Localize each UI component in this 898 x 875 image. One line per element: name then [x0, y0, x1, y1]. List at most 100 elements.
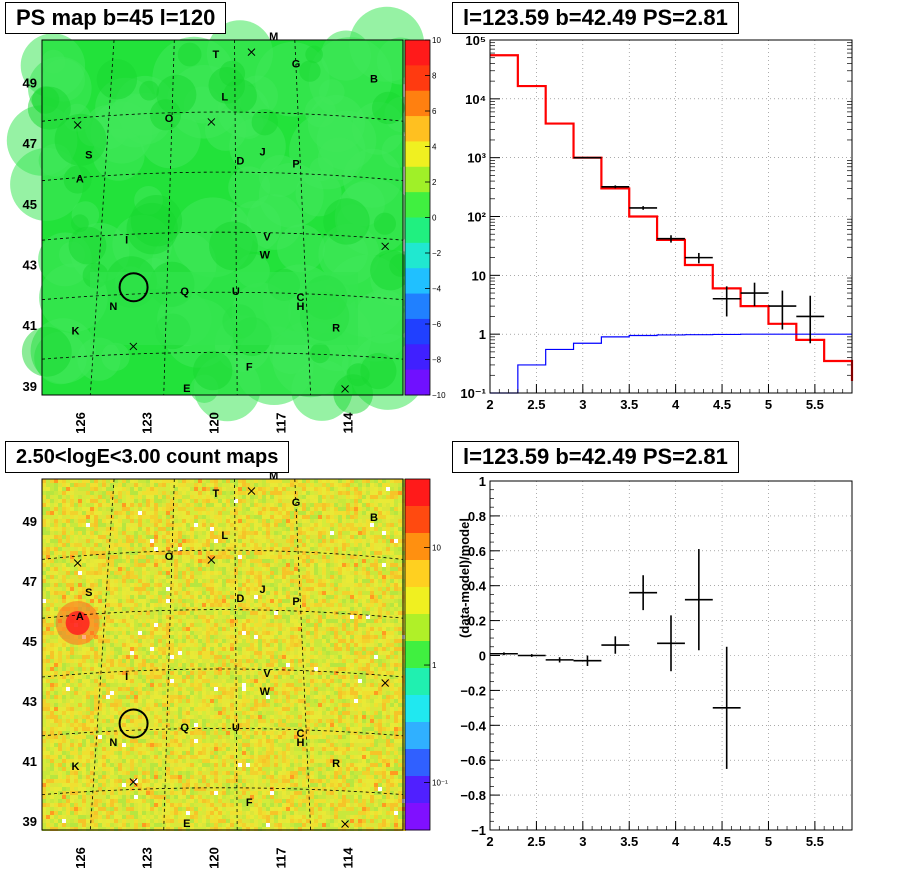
map-pixel — [154, 479, 158, 483]
map-pixel — [234, 547, 238, 551]
map-pixel — [46, 539, 50, 543]
map-pixel — [306, 671, 310, 675]
map-pixel — [142, 623, 146, 627]
map-pixel — [310, 651, 314, 655]
map-pixel — [242, 683, 246, 687]
map-pixel — [366, 495, 370, 499]
map-pixel — [390, 559, 394, 563]
map-pixel — [210, 579, 214, 583]
map-pixel — [46, 643, 50, 647]
map-pixel — [310, 591, 314, 595]
map-pixel — [94, 651, 98, 655]
map-pixel — [190, 627, 194, 631]
map-pixel — [286, 499, 290, 503]
map-pixel — [314, 627, 318, 631]
map-pixel — [358, 659, 362, 663]
map-pixel — [306, 655, 310, 659]
map-pixel — [194, 547, 198, 551]
map-pixel — [198, 611, 202, 615]
map-pixel — [70, 555, 74, 559]
map-pixel — [210, 643, 214, 647]
map-pixel — [110, 535, 114, 539]
map-pixel — [278, 607, 282, 611]
map-pixel — [170, 603, 174, 607]
map-pixel — [302, 635, 306, 639]
map-pixel — [350, 591, 354, 595]
map-pixel — [50, 519, 54, 523]
map-pixel — [102, 595, 106, 599]
map-pixel — [226, 587, 230, 591]
map-pixel — [294, 487, 298, 491]
map-pixel — [374, 483, 378, 487]
map-pixel — [206, 655, 210, 659]
map-pixel — [322, 599, 326, 603]
map-pixel — [90, 655, 94, 659]
map-pixel — [294, 519, 298, 523]
map-pixel — [378, 611, 382, 615]
map-pixel — [138, 639, 142, 643]
map-pixel — [342, 551, 346, 555]
map-pixel — [262, 607, 266, 611]
map-pixel — [142, 659, 146, 663]
map-pixel — [322, 615, 326, 619]
map-pixel — [142, 487, 146, 491]
map-pixel — [46, 687, 50, 691]
map-pixel — [214, 663, 218, 667]
map-pixel — [310, 511, 314, 515]
map-pixel — [82, 663, 86, 667]
map-pixel — [218, 555, 222, 559]
map-pixel — [230, 683, 234, 687]
map-pixel — [182, 627, 186, 631]
map-pixel — [154, 655, 158, 659]
map-pixel — [358, 539, 362, 543]
map-pixel — [342, 639, 346, 643]
map-pixel — [334, 635, 338, 639]
map-pixel — [354, 547, 358, 551]
map-pixel — [154, 651, 158, 655]
map-pixel — [394, 555, 398, 559]
map-pixel — [250, 611, 254, 615]
map-pixel — [246, 583, 250, 587]
map-pixel — [214, 523, 218, 527]
map-pixel — [130, 515, 134, 519]
map-pixel — [394, 683, 398, 687]
map-pixel — [258, 531, 262, 535]
map-pixel — [338, 563, 342, 567]
map-pixel — [46, 603, 50, 607]
map-pixel — [370, 651, 374, 655]
map-pixel — [142, 663, 146, 667]
map-pixel — [354, 631, 358, 635]
map-pixel — [206, 663, 210, 667]
map-pixel — [298, 635, 302, 639]
map-pixel — [130, 559, 134, 563]
map-pixel — [142, 535, 146, 539]
map-pixel — [402, 515, 406, 519]
map-pixel — [154, 631, 158, 635]
map-pixel — [186, 499, 190, 503]
map-pixel — [206, 623, 210, 627]
map-pixel — [54, 495, 58, 499]
map-pixel — [118, 519, 122, 523]
map-pixel — [214, 611, 218, 615]
map-pixel — [390, 539, 394, 543]
map-pixel — [118, 499, 122, 503]
map-pixel — [382, 603, 386, 607]
map-pixel — [166, 527, 170, 531]
map-pixel — [362, 511, 366, 515]
map-pixel — [274, 491, 278, 495]
map-pixel — [58, 663, 62, 667]
map-pixel — [306, 591, 310, 595]
map-pixel — [182, 499, 186, 503]
map-pixel — [102, 635, 106, 639]
map-pixel — [246, 623, 250, 627]
map-pixel — [94, 603, 98, 607]
map-pixel — [378, 547, 382, 551]
map-pixel — [242, 491, 246, 495]
map-pixel — [238, 479, 242, 483]
map-pixel — [290, 495, 294, 499]
map-pixel — [46, 567, 50, 571]
map-pixel — [50, 583, 54, 587]
map-pixel — [82, 507, 86, 511]
map-pixel — [222, 507, 226, 511]
map-pixel — [126, 539, 130, 543]
